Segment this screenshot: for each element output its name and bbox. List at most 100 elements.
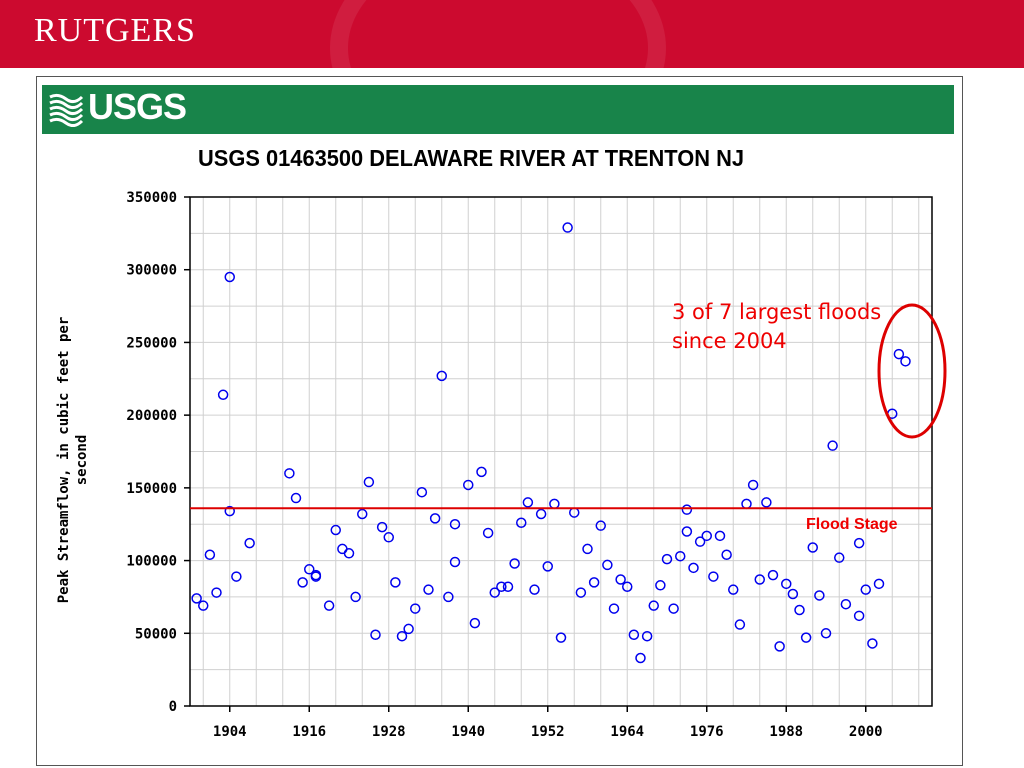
- data-point: [198, 600, 209, 611]
- data-point: [840, 598, 852, 610]
- x-tick-label: 1904: [213, 724, 247, 740]
- rutgers-banner: RUTGERS: [0, 0, 1024, 68]
- data-point: [708, 571, 719, 582]
- data-point: [873, 578, 885, 590]
- data-point: [628, 629, 640, 640]
- data-point: [489, 587, 500, 598]
- y-tick-label: 150000: [126, 481, 177, 497]
- data-point: [370, 629, 381, 640]
- data-point: [900, 356, 911, 367]
- x-tick-label: 1916: [292, 724, 326, 740]
- data-point: [191, 593, 202, 604]
- y-tick-label: 50000: [135, 626, 177, 642]
- data-point: [476, 466, 487, 478]
- data-point: [330, 524, 341, 536]
- data-point: [893, 348, 905, 360]
- data-point: [357, 508, 368, 520]
- data-point: [794, 604, 805, 616]
- data-point: [449, 556, 461, 568]
- y-axis-label-line1: Peak Streamflow, in cubic feet per: [56, 317, 72, 604]
- data-point: [211, 587, 222, 598]
- data-point: [390, 577, 401, 588]
- data-point: [867, 638, 878, 649]
- data-point: [449, 518, 461, 530]
- data-point: [509, 558, 520, 569]
- axis-layer: 0 50000 100000 150000 200000 250000 300000 3500…: [126, 190, 933, 740]
- data-point: [694, 536, 706, 547]
- data-point: [555, 632, 567, 643]
- data-point: [853, 537, 865, 549]
- data-point: [290, 492, 302, 504]
- plot-border: [189, 196, 933, 707]
- y-tick-label: 0: [169, 699, 177, 715]
- data-point: [383, 532, 394, 543]
- data-point: [575, 587, 587, 598]
- x-tick-label: 1988: [769, 724, 803, 740]
- data-point: [323, 600, 335, 611]
- data-point: [224, 505, 235, 517]
- data-point: [416, 486, 428, 498]
- data-point: [648, 600, 659, 611]
- x-tick-label: 1928: [372, 724, 406, 740]
- data-point: [834, 552, 845, 563]
- data-point: [681, 504, 693, 515]
- data-point: [410, 603, 421, 614]
- data-point: [853, 610, 865, 622]
- usgs-logo-text: USGS: [88, 86, 187, 127]
- data-point: [747, 479, 759, 491]
- data-point: [436, 370, 447, 382]
- data-point: [482, 527, 494, 539]
- data-point: [588, 577, 600, 588]
- data-point: [423, 584, 434, 595]
- data-point: [516, 517, 527, 529]
- data-point: [284, 468, 295, 479]
- data-point: [675, 550, 686, 562]
- data-point: [231, 571, 242, 582]
- data-point: [244, 537, 255, 549]
- data-point: [224, 271, 235, 283]
- data-point: [502, 581, 514, 592]
- largest-floods-annotation: 3 of 7 largest floods since 2004: [672, 298, 932, 356]
- data-point: [761, 497, 772, 508]
- data-point: [827, 440, 838, 451]
- y-tick-label: 300000: [126, 263, 177, 279]
- data-point: [814, 590, 825, 601]
- rutgers-logo: RUTGERS: [34, 12, 196, 49]
- annotation-line-1: 3 of 7 largest floods: [672, 300, 882, 324]
- data-point: [463, 479, 474, 491]
- data-point: [688, 562, 699, 574]
- data-point: [429, 513, 441, 524]
- data-point: [635, 652, 646, 664]
- data-point: [582, 543, 593, 555]
- data-point: [304, 564, 315, 575]
- data-point: [376, 521, 388, 533]
- data-point: [496, 581, 507, 592]
- x-tick-label: 2000: [849, 724, 883, 740]
- data-point: [562, 222, 573, 233]
- data-point: [701, 530, 712, 542]
- data-point: [343, 548, 355, 559]
- y-tick-label: 250000: [126, 335, 177, 351]
- data-point: [535, 508, 547, 520]
- grid-layer: [190, 197, 932, 706]
- data-point: [602, 559, 613, 571]
- usgs-wave-icon: [49, 93, 84, 127]
- data-point: [622, 581, 633, 592]
- flood-stage-label: Flood Stage: [806, 516, 898, 533]
- data-points: [191, 222, 911, 664]
- data-point: [522, 497, 534, 508]
- data-point: [728, 584, 739, 595]
- data-point: [661, 553, 673, 565]
- data-point: [608, 603, 620, 614]
- x-tick-label: 1964: [610, 724, 644, 740]
- data-point: [767, 569, 779, 581]
- y-tick-label: 350000: [126, 190, 177, 206]
- data-point: [403, 623, 414, 635]
- data-point: [807, 542, 818, 553]
- usgs-header-bar: [42, 85, 954, 134]
- data-point: [721, 549, 732, 561]
- data-point: [754, 574, 765, 585]
- data-point: [297, 577, 308, 588]
- data-point: [781, 578, 792, 590]
